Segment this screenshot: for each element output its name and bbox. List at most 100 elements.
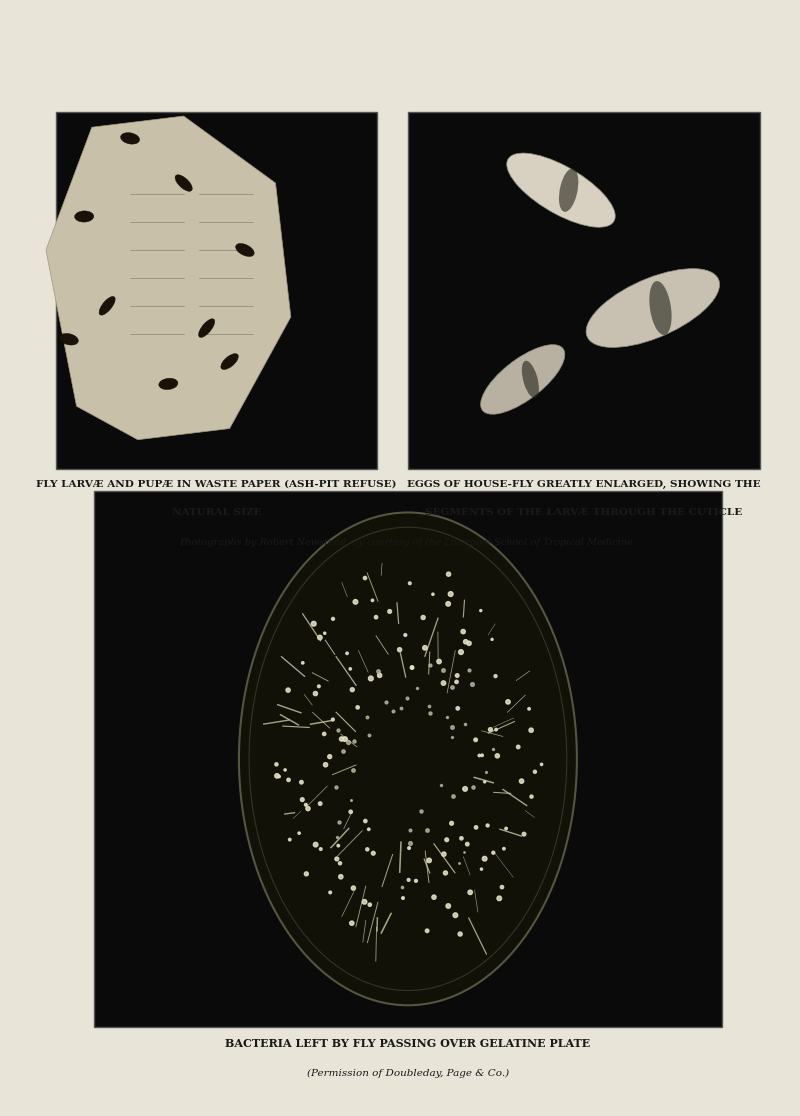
Ellipse shape bbox=[236, 243, 254, 257]
Point bbox=[495, 878, 508, 896]
Point bbox=[330, 850, 343, 868]
Point bbox=[475, 860, 488, 878]
Point bbox=[440, 830, 453, 848]
Polygon shape bbox=[46, 116, 291, 440]
Point bbox=[515, 772, 528, 790]
Point bbox=[427, 888, 440, 906]
Point bbox=[439, 864, 452, 882]
Ellipse shape bbox=[74, 211, 94, 222]
Point bbox=[442, 897, 454, 915]
Point bbox=[342, 733, 355, 751]
Point bbox=[423, 698, 436, 715]
Point bbox=[410, 872, 422, 889]
Point bbox=[334, 855, 346, 873]
Ellipse shape bbox=[99, 297, 115, 315]
Point bbox=[324, 884, 337, 902]
Point bbox=[486, 740, 499, 758]
Ellipse shape bbox=[198, 319, 214, 337]
Point bbox=[296, 791, 309, 809]
Point bbox=[479, 762, 492, 780]
Bar bbox=[408, 112, 760, 469]
Point bbox=[442, 565, 455, 583]
Point bbox=[445, 677, 458, 695]
Point bbox=[435, 776, 448, 793]
Point bbox=[394, 699, 407, 716]
Ellipse shape bbox=[506, 153, 615, 228]
Point bbox=[535, 756, 548, 773]
Ellipse shape bbox=[522, 360, 539, 398]
Point bbox=[500, 819, 513, 837]
Text: NATURAL SIZE: NATURAL SIZE bbox=[172, 508, 262, 517]
Point bbox=[458, 780, 471, 798]
Point bbox=[319, 756, 332, 773]
Point bbox=[433, 653, 446, 671]
Point bbox=[346, 681, 358, 699]
Point bbox=[490, 721, 502, 739]
Point bbox=[307, 615, 320, 633]
Ellipse shape bbox=[650, 281, 671, 335]
Point bbox=[338, 730, 351, 748]
Text: FLY LARVÆ AND PUPÆ IN WASTE PAPER (ASH-PIT REFUSE): FLY LARVÆ AND PUPÆ IN WASTE PAPER (ASH-P… bbox=[36, 480, 397, 489]
Text: (Permission of Doubleday, Page & Co.): (Permission of Doubleday, Page & Co.) bbox=[307, 1069, 509, 1078]
Point bbox=[362, 727, 375, 744]
Point bbox=[361, 709, 374, 727]
Ellipse shape bbox=[586, 269, 719, 347]
Point bbox=[437, 662, 450, 680]
Point bbox=[347, 879, 360, 897]
Point bbox=[337, 742, 350, 760]
Point bbox=[330, 828, 343, 846]
Point bbox=[314, 795, 326, 812]
Point bbox=[402, 870, 415, 888]
Point bbox=[270, 767, 283, 785]
Point bbox=[293, 825, 306, 843]
Point bbox=[358, 569, 371, 587]
Point bbox=[437, 674, 450, 692]
Ellipse shape bbox=[559, 169, 578, 212]
Point bbox=[461, 835, 474, 853]
Point bbox=[363, 896, 376, 914]
Point bbox=[344, 660, 357, 677]
Point bbox=[442, 595, 454, 613]
Point bbox=[458, 715, 471, 733]
Point bbox=[296, 654, 309, 672]
Point bbox=[423, 704, 436, 722]
Circle shape bbox=[239, 512, 577, 1006]
Point bbox=[341, 644, 354, 662]
Ellipse shape bbox=[121, 133, 140, 144]
Point bbox=[282, 681, 294, 699]
Point bbox=[450, 666, 463, 684]
Point bbox=[450, 673, 463, 691]
Ellipse shape bbox=[59, 334, 78, 345]
Point bbox=[300, 865, 313, 883]
Point bbox=[491, 747, 504, 764]
Point bbox=[295, 773, 308, 791]
Point bbox=[466, 675, 478, 693]
Point bbox=[332, 837, 345, 855]
Point bbox=[459, 633, 472, 651]
Point bbox=[331, 721, 344, 739]
Point bbox=[466, 779, 479, 797]
Point bbox=[359, 812, 372, 830]
Point bbox=[365, 670, 378, 687]
Point bbox=[358, 893, 371, 911]
Text: Photographs by Robert Newstead; by courtesy of the Liverpool School of Tropical : Photographs by Robert Newstead; by court… bbox=[179, 538, 636, 547]
Point bbox=[454, 925, 466, 943]
Point bbox=[323, 748, 336, 766]
Point bbox=[386, 702, 399, 720]
Point bbox=[455, 829, 468, 847]
Point bbox=[349, 593, 362, 610]
Point bbox=[493, 889, 506, 907]
Point bbox=[361, 840, 374, 858]
Point bbox=[476, 747, 489, 764]
Point bbox=[283, 830, 296, 848]
Point bbox=[333, 814, 346, 831]
Point bbox=[383, 603, 396, 620]
Point bbox=[470, 731, 482, 749]
Point bbox=[482, 817, 494, 835]
Point bbox=[529, 763, 542, 781]
Point bbox=[414, 801, 427, 819]
Point bbox=[346, 761, 359, 779]
Point bbox=[278, 761, 291, 779]
Point bbox=[457, 623, 470, 641]
Point bbox=[518, 825, 530, 843]
